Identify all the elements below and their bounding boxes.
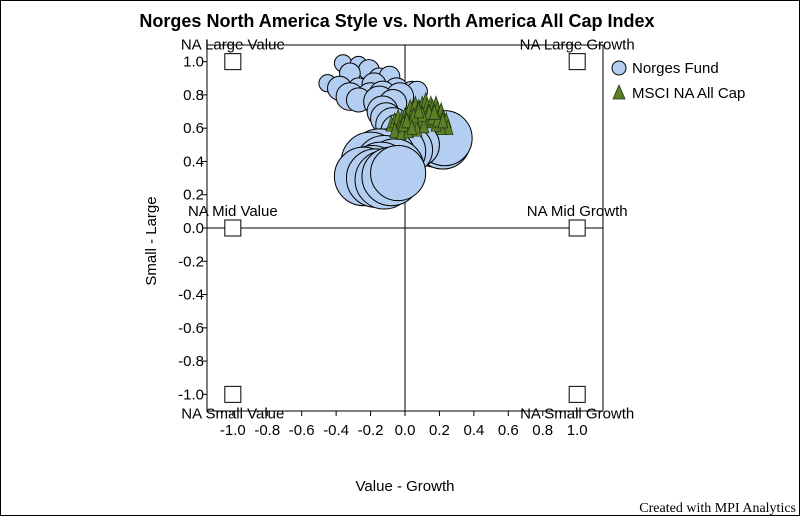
style-box-label: NA Mid Growth bbox=[527, 203, 628, 220]
index-point bbox=[413, 101, 425, 119]
y-tick-label: -0.4 bbox=[178, 287, 204, 304]
x-axis-label: Value - Growth bbox=[356, 478, 455, 495]
style-box-label: NA Small Value bbox=[181, 405, 284, 422]
y-tick-label: -0.2 bbox=[178, 253, 204, 270]
y-tick-label: 1.0 bbox=[183, 54, 204, 71]
y-tick-label: 0.6 bbox=[183, 120, 204, 137]
y-tick-label: -1.0 bbox=[178, 386, 204, 403]
index-point bbox=[401, 111, 413, 129]
x-tick-label: -1.0 bbox=[220, 422, 246, 439]
legend-symbol-norges bbox=[611, 60, 627, 76]
index-point bbox=[437, 111, 449, 129]
legend-label-msci: MSCI NA All Cap bbox=[632, 85, 745, 102]
style-box-marker bbox=[568, 219, 586, 237]
style-box-label: NA Large Value bbox=[181, 37, 285, 54]
x-tick-label: -0.4 bbox=[323, 422, 349, 439]
credit-text: Created with MPI Analytics bbox=[639, 501, 796, 516]
fund-point bbox=[370, 145, 427, 202]
y-tick-label: -0.6 bbox=[178, 320, 204, 337]
y-tick-label: 0.8 bbox=[183, 87, 204, 104]
style-box-marker bbox=[224, 219, 242, 237]
chart-title: Norges North America Style vs. North Ame… bbox=[139, 11, 654, 31]
x-tick-label: -0.6 bbox=[289, 422, 315, 439]
legend-symbol-msci bbox=[612, 83, 626, 100]
style-box-marker bbox=[224, 53, 242, 71]
index-point bbox=[428, 103, 440, 120]
y-tick-label: 0.0 bbox=[183, 220, 204, 237]
style-box-label: NA Small Growth bbox=[520, 405, 634, 422]
x-tick-label: 0.6 bbox=[498, 422, 519, 439]
axes: -1.0 -0.8 -0.6 -0.4 -0.2 0.0 0.2 0.4 0.6 0.8 1.0 -1… bbox=[178, 45, 603, 439]
x-tick-label: -0.2 bbox=[358, 422, 384, 439]
style-box-marker bbox=[568, 385, 586, 403]
x-tick-label: 0.4 bbox=[463, 422, 484, 439]
legend: Norges Fund MSCI NA All Cap bbox=[611, 60, 745, 102]
y-tick-label: 0.2 bbox=[183, 187, 204, 204]
style-boxes: NA Large Value NA Large Growth NA Mid Valu… bbox=[181, 37, 635, 423]
y-axis-label: Small - Large bbox=[143, 196, 160, 285]
y-tick-label: 0.4 bbox=[183, 153, 204, 170]
x-tick-label: 0.0 bbox=[395, 422, 416, 439]
legend-label-norges: Norges Fund bbox=[632, 60, 719, 77]
style-box-marker bbox=[568, 53, 586, 71]
style-box-label: NA Mid Value bbox=[188, 203, 278, 220]
index-point bbox=[418, 116, 430, 134]
style-box-marker bbox=[224, 385, 242, 403]
x-tick-label: 1.0 bbox=[567, 422, 588, 439]
style-box-label: NA Large Growth bbox=[520, 37, 635, 54]
y-tick-label: -0.8 bbox=[178, 353, 204, 370]
index-point bbox=[389, 121, 401, 139]
index-point bbox=[406, 118, 418, 135]
x-tick-label: 0.2 bbox=[429, 422, 450, 439]
x-tick-label: 0.8 bbox=[532, 422, 553, 439]
data-marks bbox=[318, 54, 473, 210]
x-tick-label: -0.8 bbox=[254, 422, 280, 439]
